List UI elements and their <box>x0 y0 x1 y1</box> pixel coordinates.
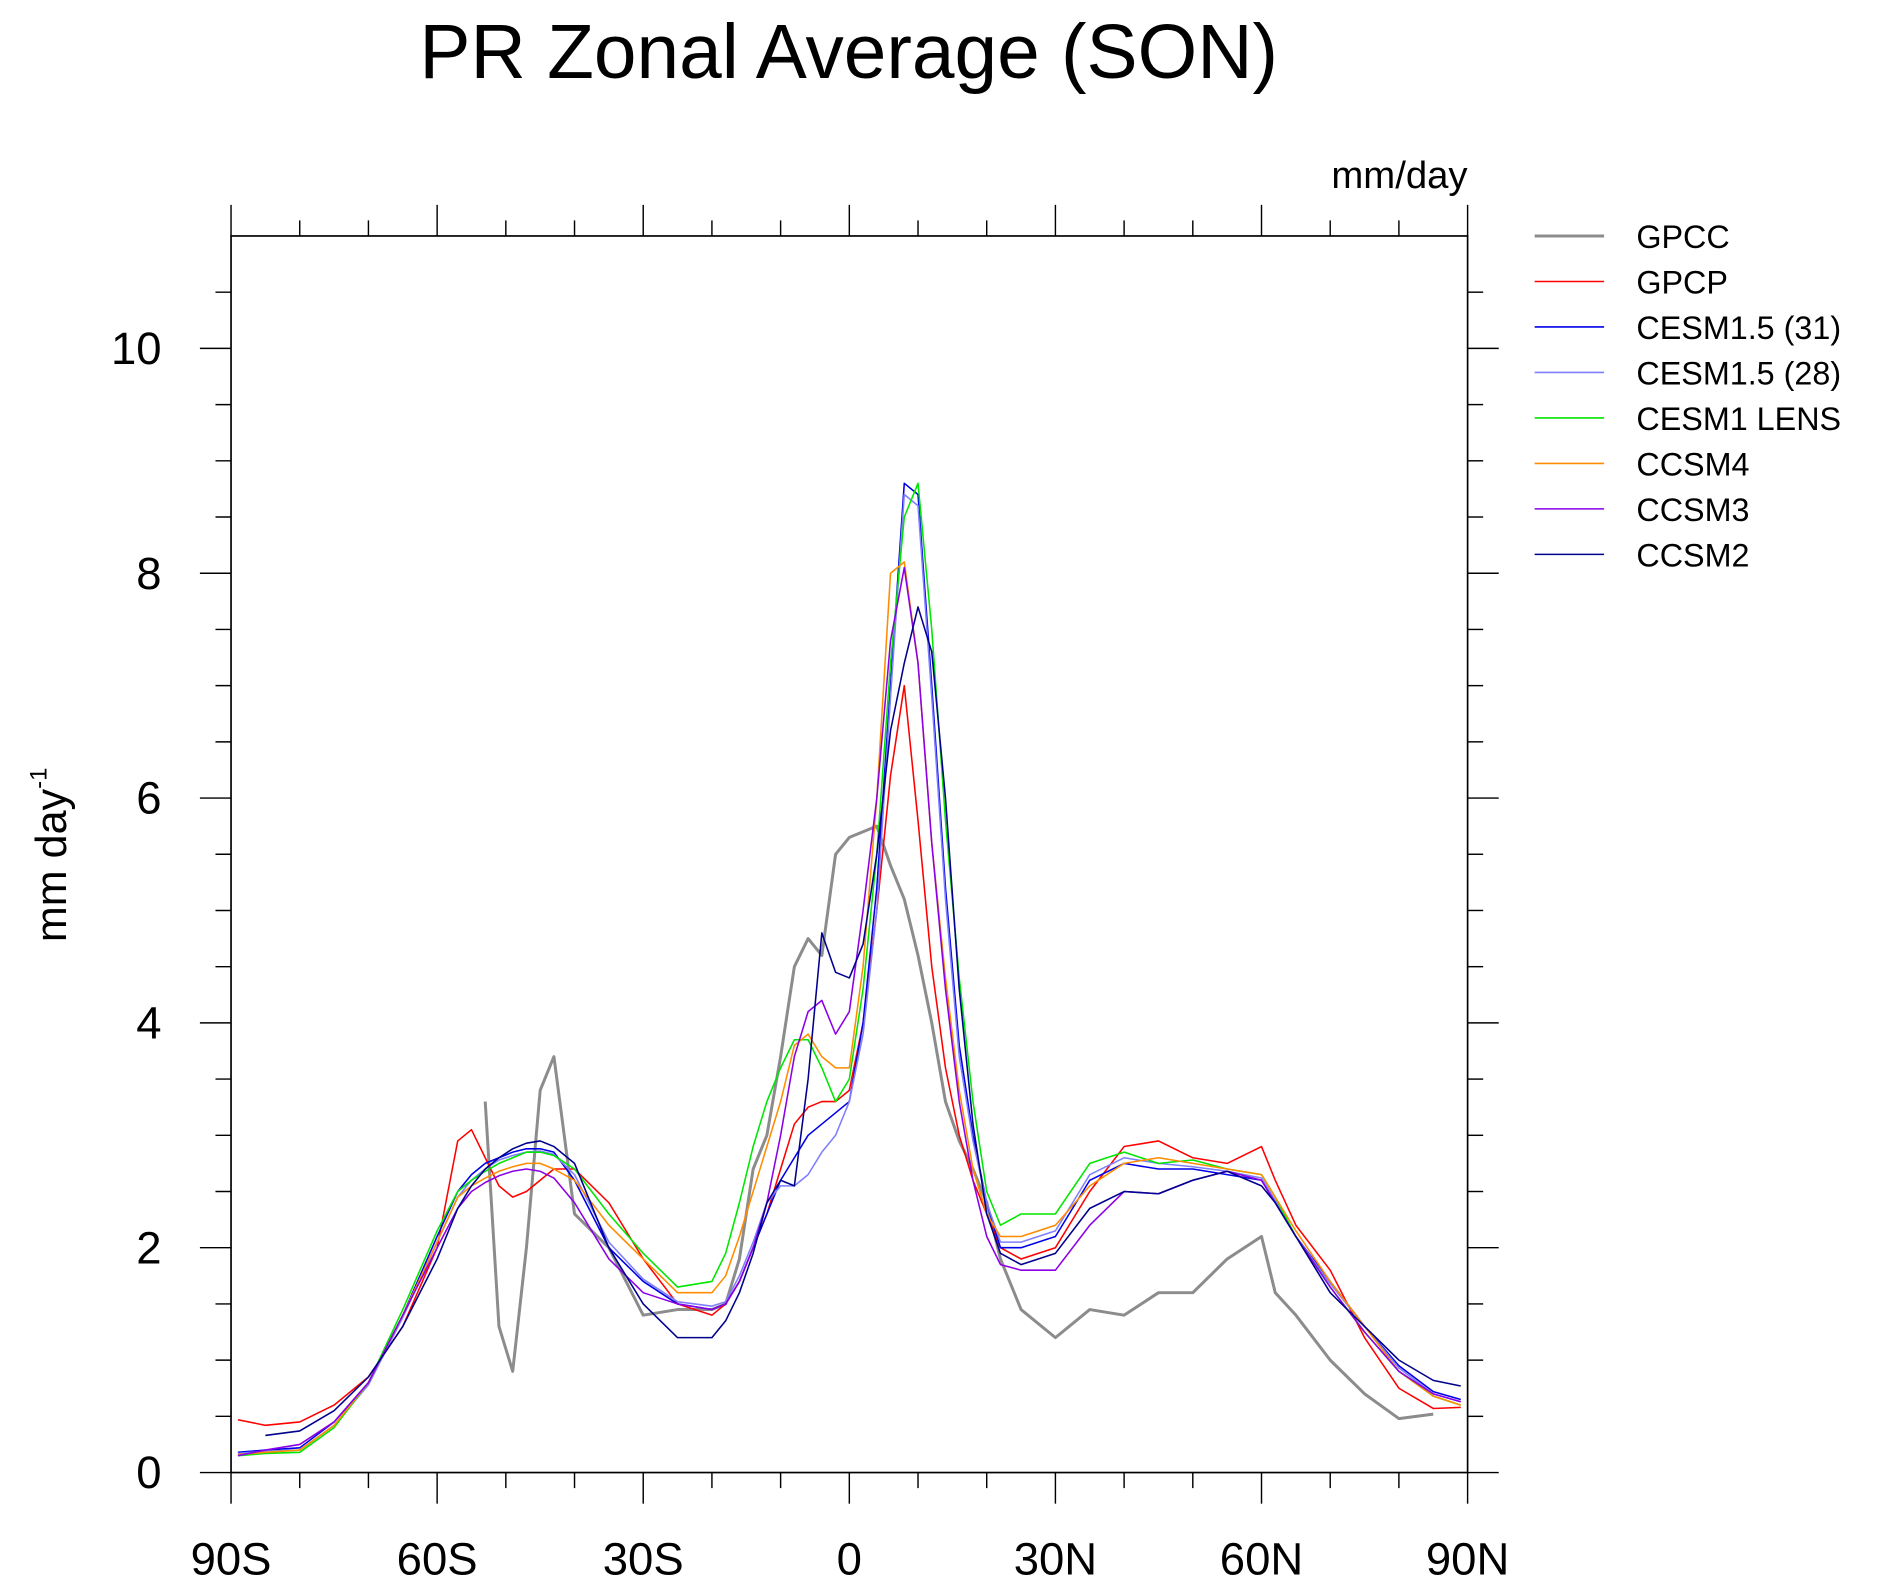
legend-label: CESM1 LENS <box>1636 401 1841 437</box>
series-line <box>237 482 1461 1454</box>
series-line <box>237 684 1461 1427</box>
legend-label: GPCC <box>1636 219 1729 255</box>
legend-label: GPCP <box>1636 264 1728 300</box>
y-axis-label-main: mm day <box>28 788 76 942</box>
series-line <box>237 566 1461 1457</box>
y-tick-label: 10 <box>111 323 162 374</box>
legend-label: CCSM4 <box>1636 446 1749 482</box>
x-tick-label: 60S <box>397 1533 478 1584</box>
x-tick-label: 30S <box>603 1533 684 1584</box>
x-tick-label: 60N <box>1220 1533 1303 1584</box>
legend-label: CESM1.5 (28) <box>1636 355 1841 391</box>
y-tick-label: 6 <box>136 773 161 824</box>
y-tick-label: 8 <box>136 548 161 599</box>
y-tick-label: 0 <box>136 1447 161 1498</box>
x-tick-label: 90N <box>1426 1533 1509 1584</box>
legend-label: CCSM3 <box>1636 492 1749 528</box>
y-axis-label-sup: -1 <box>26 768 53 789</box>
series-line <box>237 493 1461 1455</box>
units-label: mm/day <box>1331 154 1468 197</box>
chart-title: PR Zonal Average (SON) <box>419 10 1278 95</box>
series-line <box>237 482 1461 1457</box>
x-tick-label: 0 <box>837 1533 862 1584</box>
series-line <box>237 561 1461 1456</box>
y-tick-label: 4 <box>136 997 161 1048</box>
y-axis-label: mm day-1 <box>26 768 76 943</box>
x-tick-label: 90S <box>191 1533 272 1584</box>
series-line <box>483 824 1434 1421</box>
legend-label: CESM1.5 (31) <box>1636 310 1841 346</box>
legend-label: CCSM2 <box>1636 537 1749 573</box>
x-tick-label: 30N <box>1014 1533 1097 1584</box>
series-line <box>265 606 1461 1437</box>
y-tick-label: 2 <box>136 1222 161 1273</box>
